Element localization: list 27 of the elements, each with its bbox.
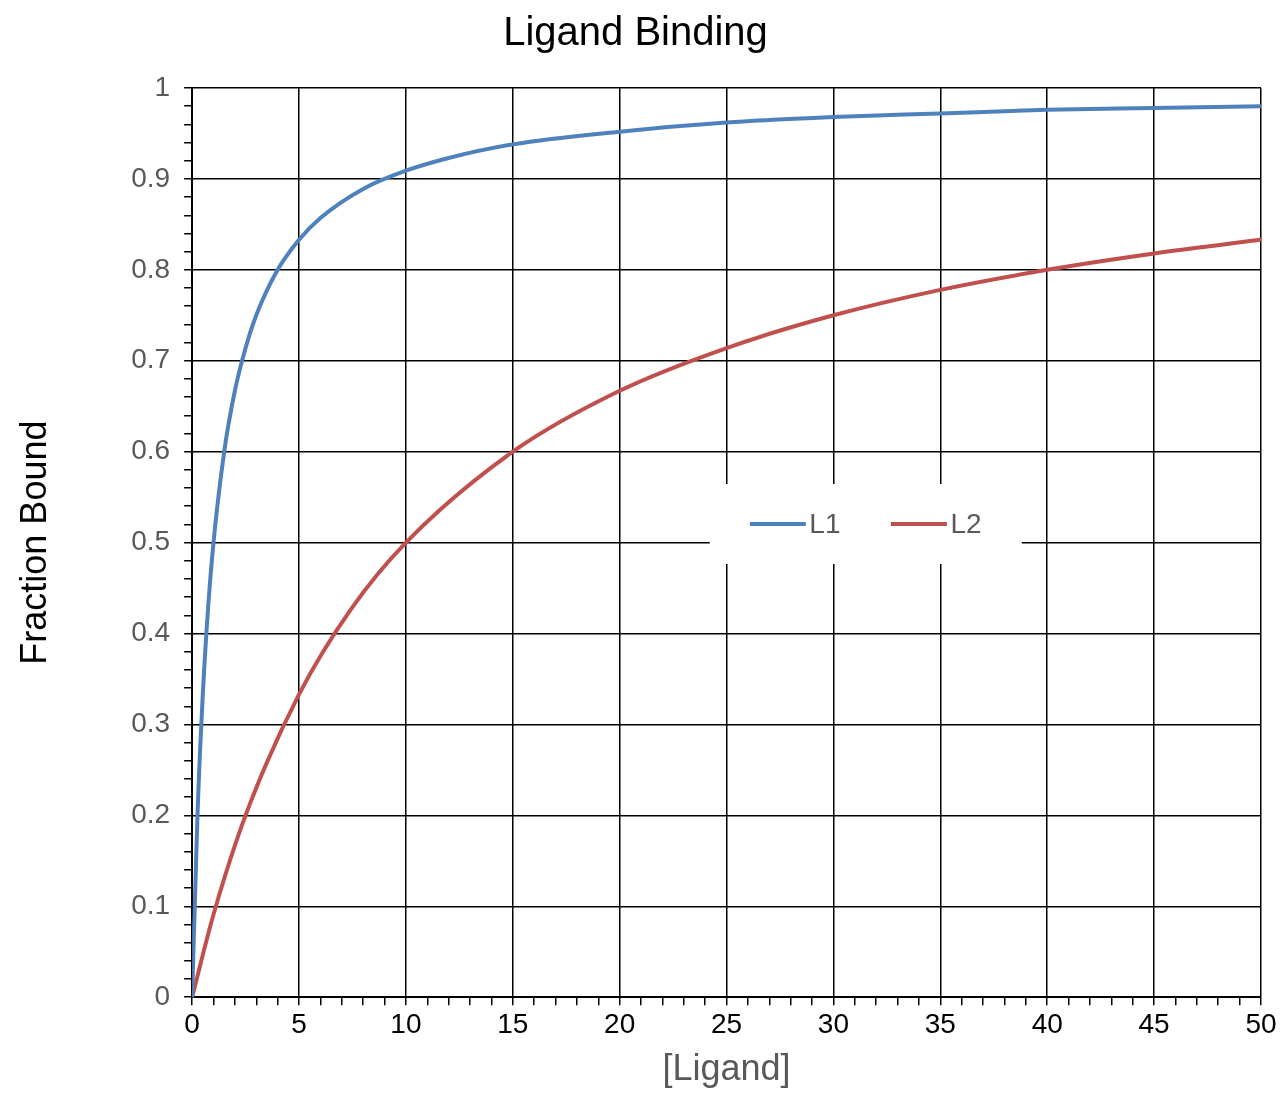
x-axis-title: [Ligand] [662, 1047, 791, 1089]
y-tick-label: 0.1 [131, 889, 171, 920]
x-tick-label: 50 [1245, 1007, 1277, 1039]
x-tick-label: 30 [817, 1007, 850, 1039]
y-tick-label: 0 [154, 979, 171, 1011]
y-tick-label: 0.9 [131, 161, 171, 193]
y-tick-label: 0.8 [131, 252, 171, 284]
x-tick-label: 25 [710, 1007, 743, 1039]
y-tick-label: 0.6 [131, 434, 171, 466]
x-tick-label: 45 [1138, 1007, 1170, 1039]
legend-label: L1 [809, 508, 841, 541]
y-tick-label: 0.5 [131, 525, 171, 557]
x-tick-label: 10 [390, 1007, 422, 1039]
y-tick-label: 0.7 [131, 343, 171, 375]
y-tick-label: 0.4 [131, 616, 171, 648]
x-tick-label: 20 [604, 1007, 636, 1039]
x-tick-label: 15 [497, 1007, 529, 1039]
legend-label: L2 [950, 508, 982, 541]
x-tick-label: 0 [184, 1007, 200, 1039]
x-tick-label: 40 [1031, 1007, 1063, 1039]
y-axis-title: Fraction Bound [12, 420, 54, 665]
y-tick-label: 0.2 [131, 798, 171, 830]
x-tick-label: 5 [291, 1007, 307, 1039]
y-tick-label: 0.3 [131, 707, 171, 739]
y-tick-label: 1 [154, 70, 171, 102]
x-tick-label: 35 [924, 1007, 956, 1039]
chart-title: Ligand Binding [503, 9, 768, 54]
